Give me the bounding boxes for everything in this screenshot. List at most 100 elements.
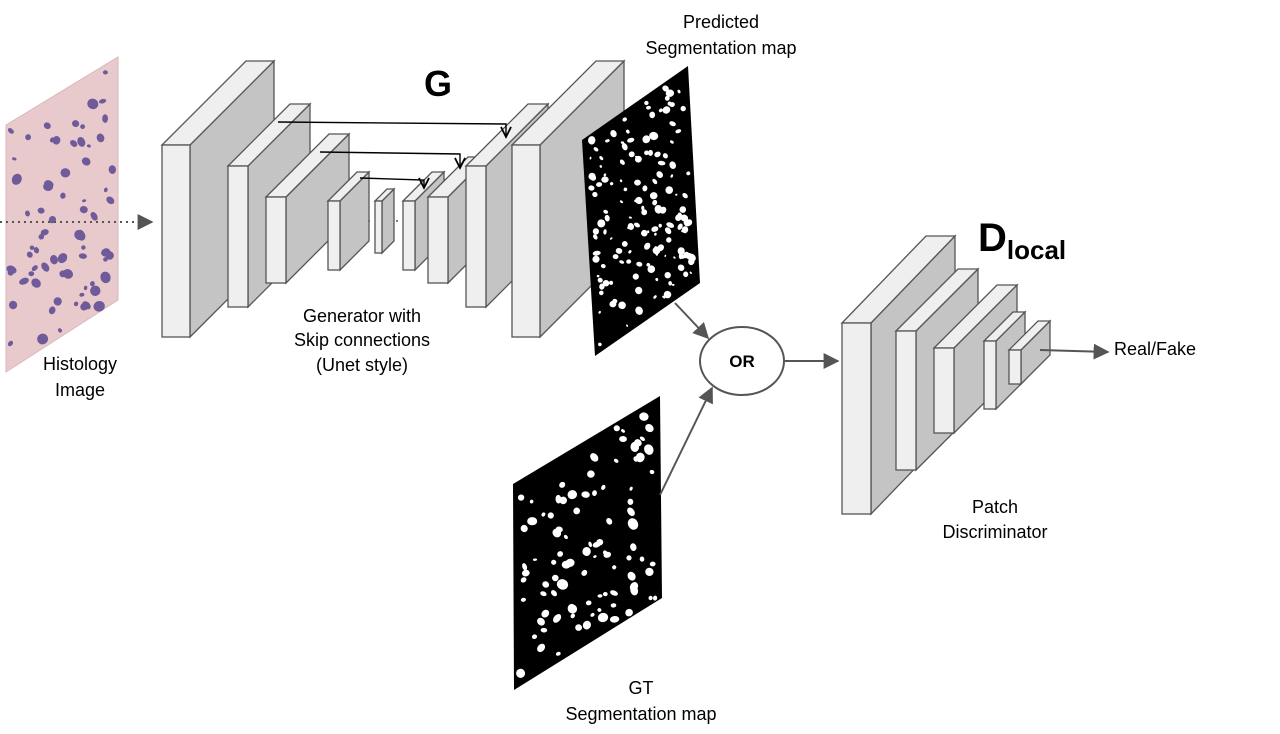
discriminator-caption-line2: Discriminator: [942, 522, 1047, 542]
predicted-blob: [634, 222, 640, 228]
gt-blob: [629, 581, 639, 592]
gt-blob: [537, 643, 546, 653]
histology-nucleus: [48, 306, 56, 315]
arrow-discriminator-to-output: [1039, 343, 1110, 360]
predicted-blob: [636, 261, 643, 267]
gt-blob: [593, 555, 597, 558]
predicted-blob: [654, 232, 657, 236]
histology-nucleus: [53, 297, 62, 306]
predicted-blob: [654, 205, 663, 214]
histology-nucleus: [43, 122, 51, 130]
gt-blob: [559, 496, 567, 505]
gt-blob: [581, 491, 590, 498]
predicted-blob: [590, 174, 597, 181]
predicted-blob: [662, 295, 666, 299]
predicted-blob: [641, 209, 648, 216]
gt-blob: [520, 597, 526, 602]
predicted-blob: [587, 136, 596, 145]
histology-nucleus: [19, 277, 29, 285]
predicted-blob: [602, 279, 610, 287]
histology-nucleus: [74, 230, 84, 240]
histology-nucleus: [62, 269, 74, 279]
predicted-blob: [641, 229, 648, 237]
predicted-blob: [598, 290, 604, 296]
predicted-blob: [647, 230, 650, 234]
predicted-blob: [688, 258, 695, 266]
discriminator-title-main: D: [978, 216, 1007, 260]
gt-map-blobs: [516, 412, 658, 678]
histology-nucleus: [37, 333, 49, 345]
predicted-blob: [668, 281, 673, 286]
gt-blob: [585, 600, 592, 606]
predicted-blob: [669, 121, 676, 127]
predicted-blob: [618, 301, 626, 310]
histology-nucleus: [40, 229, 49, 236]
generator-bottleneck-block: [373, 187, 396, 255]
predicted-blob: [670, 140, 674, 144]
predicted-blob: [625, 129, 630, 134]
predicted-blob: [600, 263, 606, 269]
predicted-blob: [678, 253, 683, 260]
gt-blob: [613, 458, 619, 463]
predicted-blob: [609, 280, 614, 285]
gt-blob: [634, 439, 642, 447]
gt-blob: [559, 481, 566, 488]
gt-blob: [621, 429, 625, 433]
predicted-blob: [598, 342, 602, 347]
gt-blob: [567, 604, 578, 614]
predicted-blob: [679, 206, 687, 213]
predicted-blob: [635, 286, 643, 295]
generator-decoder-block-2-front: [427, 196, 449, 284]
predicted-blob: [664, 227, 672, 235]
generator-encoder-block-4-front: [327, 200, 341, 271]
gt-blob: [612, 565, 617, 570]
predicted-blob: [653, 295, 657, 299]
histology-nucleus: [96, 133, 105, 143]
gt-blob: [590, 613, 595, 617]
skip-connection-2: [319, 151, 460, 168]
predicted-blob: [669, 161, 677, 170]
predicted-blob: [634, 155, 642, 163]
predicted-blob: [675, 193, 678, 196]
discriminator-block-3-front: [933, 347, 955, 434]
histology-nucleus: [6, 265, 17, 274]
predicted-blob: [646, 105, 651, 110]
histology-image: [5, 56, 119, 373]
predicted-blob: [675, 129, 682, 134]
histology-nucleus: [7, 340, 14, 347]
patch-discriminator-network: [840, 234, 1052, 516]
predicted-blob: [683, 219, 691, 227]
generator-encoder-block-4: [326, 170, 371, 272]
predicted-blob: [626, 259, 632, 264]
gt-blob: [630, 543, 637, 551]
discriminator-block-5: [1007, 319, 1052, 386]
gt-blob: [629, 486, 633, 491]
generator-decoder-block-3-front: [465, 165, 487, 308]
histology-nucleus: [102, 70, 108, 75]
gt-blob: [597, 594, 603, 598]
gt-blob: [592, 490, 597, 496]
gt-blob: [644, 444, 654, 455]
histology-nucleus: [52, 136, 61, 145]
predicted-blob: [646, 262, 651, 267]
predicted-blob: [677, 223, 683, 230]
gt-blob: [555, 494, 562, 504]
gt-blob: [639, 412, 649, 421]
histology-nucleus: [81, 157, 91, 166]
histology-nucleus: [100, 271, 111, 284]
histology-nucleus: [60, 192, 66, 199]
gt-blob: [602, 550, 608, 555]
predicted-blob: [610, 129, 617, 138]
predicted-blob: [649, 192, 658, 200]
predicted-segmentation-map: [582, 66, 700, 356]
generator-network: [160, 59, 626, 339]
gt-blob: [520, 524, 528, 533]
predicted-blob: [598, 310, 601, 314]
gt-blob: [588, 541, 593, 548]
histology-nucleus: [86, 144, 91, 148]
histology-nucleus: [79, 205, 88, 214]
gt-blob: [602, 591, 608, 597]
gt-blob: [597, 608, 602, 612]
predicted-blob: [642, 135, 651, 144]
histology-nucleus: [73, 301, 79, 307]
